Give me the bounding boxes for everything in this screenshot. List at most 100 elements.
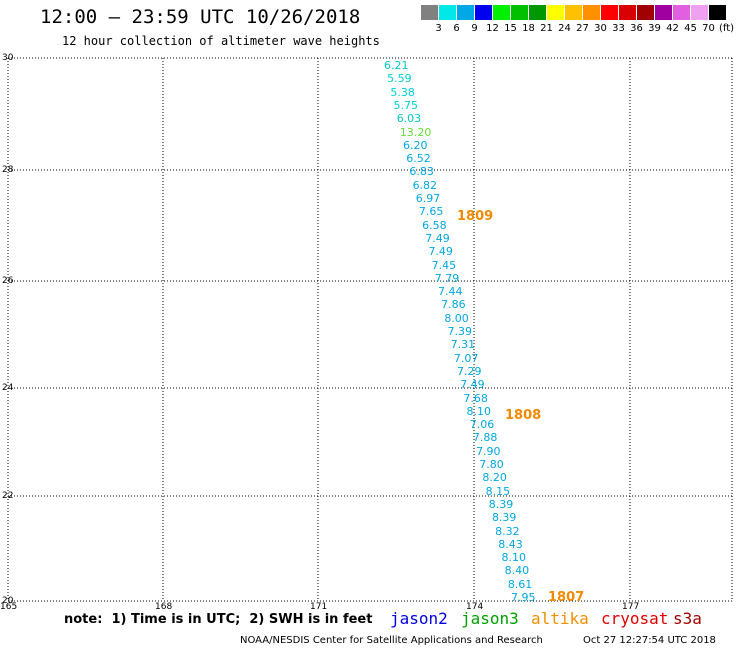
wave-height-value: 7.79 bbox=[434, 271, 460, 285]
scale-label: 70 bbox=[702, 23, 715, 34]
satellite-jason2-label: jason2 bbox=[390, 609, 448, 628]
wave-height-value: 8.00 bbox=[444, 311, 469, 325]
wave-height-value: 6.97 bbox=[415, 192, 441, 205]
scale-swatch bbox=[511, 5, 528, 20]
scale-swatch bbox=[457, 5, 474, 20]
wave-height-value: 7.90 bbox=[476, 444, 501, 458]
scale-label: (ft) bbox=[718, 23, 735, 34]
wave-height-value: 5.75 bbox=[393, 98, 419, 112]
wave-height-value: 8.40 bbox=[504, 564, 530, 578]
wave-height-value: 5.59 bbox=[387, 72, 412, 86]
wave-height-value: 7.65 bbox=[418, 205, 444, 219]
scale-label: 30 bbox=[594, 23, 607, 34]
wave-height-value: 7.80 bbox=[479, 458, 504, 471]
wave-height-value: 7.88 bbox=[472, 431, 498, 445]
pass-time-label: 1808 bbox=[505, 408, 542, 423]
map-title: 12:00 – 23:59 UTC 10/26/2018 bbox=[40, 6, 361, 28]
scale-label: 42 bbox=[666, 23, 679, 34]
scale-label: 27 bbox=[576, 23, 589, 34]
wave-height-value: 7.44 bbox=[437, 285, 463, 299]
wave-height-value: 8.61 bbox=[507, 577, 533, 591]
longitude-label: 165 bbox=[0, 602, 18, 612]
pass-time-label: 1807 bbox=[548, 590, 585, 605]
longitude-label: 174 bbox=[466, 602, 484, 612]
scale-swatch bbox=[565, 5, 582, 20]
scale-label: 21 bbox=[540, 23, 553, 34]
scale-swatch bbox=[493, 5, 510, 20]
wave-height-value: 8.10 bbox=[501, 551, 526, 565]
wave-height-value: 13.20 bbox=[399, 125, 432, 139]
scale-label: 9 bbox=[471, 23, 478, 34]
wave-height-value: 6.83 bbox=[409, 165, 434, 179]
longitude-label: 168 bbox=[155, 602, 173, 612]
wave-height-value: 7.49 bbox=[425, 231, 450, 245]
wave-height-value: 7.07 bbox=[453, 351, 479, 365]
wave-height-value: 8.43 bbox=[498, 537, 523, 551]
wave-height-value: 8.39 bbox=[488, 497, 514, 511]
scale-label: 36 bbox=[630, 23, 643, 34]
wave-height-value: 7.86 bbox=[441, 298, 466, 312]
credit-line: NOAA/NESDIS Center for Satellite Applica… bbox=[240, 635, 543, 646]
scale-swatch bbox=[601, 5, 618, 20]
latitude-label: 30 bbox=[2, 53, 14, 63]
scale-label: 45 bbox=[684, 23, 697, 34]
scale-swatch bbox=[709, 5, 726, 20]
scale-swatch bbox=[673, 5, 690, 20]
scale-swatch bbox=[619, 5, 636, 20]
wave-height-value: 8.39 bbox=[491, 511, 517, 525]
wave-height-value: 7.39 bbox=[447, 325, 473, 338]
scale-swatch bbox=[637, 5, 654, 20]
scale-label: 39 bbox=[648, 23, 661, 34]
wave-height-value: 8.20 bbox=[482, 471, 507, 485]
wave-height-value: 6.20 bbox=[403, 138, 428, 152]
latitude-label: 20 bbox=[2, 596, 14, 606]
scale-label: 6 bbox=[453, 23, 460, 34]
longitude-label: 171 bbox=[310, 602, 328, 612]
wave-height-value: 8.15 bbox=[485, 484, 511, 498]
wave-height-value: 7.06 bbox=[469, 418, 495, 432]
scale-swatch bbox=[547, 5, 564, 20]
satellite-cryosat-label: cryosat bbox=[601, 609, 669, 628]
scale-label: 33 bbox=[612, 23, 625, 34]
latitude-label: 22 bbox=[2, 491, 14, 501]
wave-height-value: 7.49 bbox=[428, 245, 453, 259]
wave-height-value: 8.32 bbox=[495, 524, 520, 538]
scale-label: 3 bbox=[435, 23, 442, 34]
wave-height-value: 5.38 bbox=[390, 85, 415, 99]
wave-height-value: 7.29 bbox=[457, 364, 482, 378]
wave-height-value: 7.68 bbox=[463, 391, 488, 405]
scale-swatch bbox=[529, 5, 546, 20]
scale-swatch bbox=[691, 5, 708, 20]
scale-label: 18 bbox=[522, 23, 535, 34]
longitude-label: 177 bbox=[622, 602, 640, 612]
wave-height-value: 7.45 bbox=[431, 258, 457, 272]
latitude-label: 24 bbox=[2, 383, 14, 393]
scale-swatch bbox=[655, 5, 672, 20]
latitude-label: 28 bbox=[2, 165, 14, 175]
units-note: note: 1) Time is in UTC; 2) SWH is in fe… bbox=[64, 612, 373, 627]
satellite-jason3-label: jason3 bbox=[461, 609, 519, 628]
wave-height-value: 6.03 bbox=[396, 112, 422, 126]
wave-height-value: 7.49 bbox=[460, 378, 485, 392]
scale-swatch bbox=[475, 5, 492, 20]
scale-label: 12 bbox=[486, 23, 499, 34]
wave-height-value: 6.21 bbox=[384, 59, 409, 72]
wave-height-value: 6.52 bbox=[406, 152, 431, 166]
satellite-s3a-label: s3a bbox=[673, 609, 702, 628]
wave-height-value: 6.82 bbox=[412, 178, 438, 192]
map-subtitle: 12 hour collection of altimeter wave hei… bbox=[62, 34, 380, 48]
scale-swatch bbox=[583, 5, 600, 20]
scale-swatch bbox=[421, 5, 438, 20]
wave-height-value: 8.10 bbox=[466, 404, 492, 418]
scale-label: 24 bbox=[558, 23, 571, 34]
scale-swatch bbox=[439, 5, 456, 20]
generated-timestamp: Oct 27 12:27:54 UTC 2018 bbox=[583, 635, 716, 646]
pass-time-label: 1809 bbox=[457, 209, 494, 224]
latitude-label: 26 bbox=[2, 276, 14, 286]
satellite-altika-label: altika bbox=[531, 609, 589, 628]
scale-label: 15 bbox=[504, 23, 517, 34]
wave-height-value: 7.95 bbox=[511, 591, 536, 604]
wave-height-value: 6.58 bbox=[422, 218, 447, 232]
